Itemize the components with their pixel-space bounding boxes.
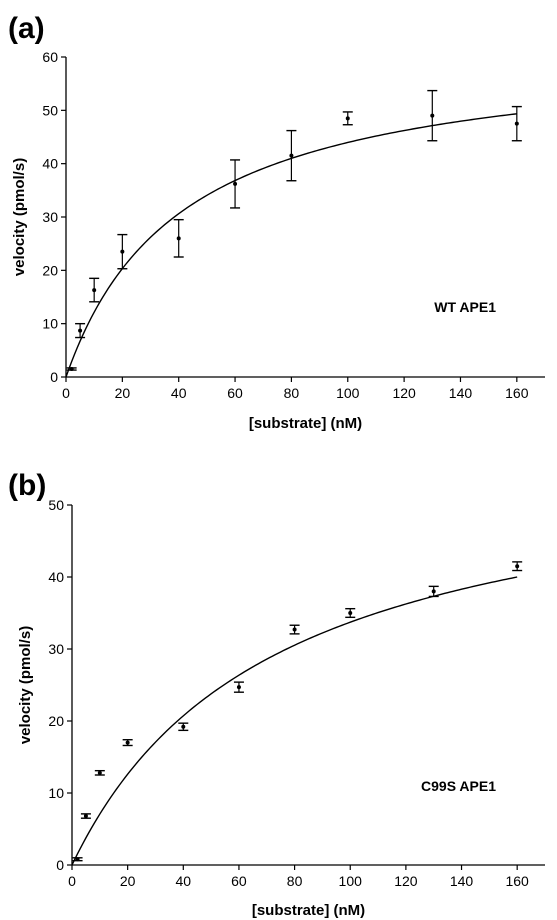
data-point <box>75 857 80 862</box>
data-point <box>125 740 130 745</box>
y-tick-label: 30 <box>42 209 58 225</box>
y-tick-label: 0 <box>56 857 64 873</box>
x-tick-label: 0 <box>68 873 76 889</box>
chart-panel-a: (a) 0 10 20 30 40 50 60 0 20 40 60 80 100 120 140 160 [su… <box>8 12 545 432</box>
y-axis-title: velocity (pmol/s) <box>17 626 34 744</box>
y-tick-label: 10 <box>42 316 58 332</box>
x-tick-label: 160 <box>505 385 529 401</box>
y-tick-label: 50 <box>48 497 64 513</box>
x-tick-label: 140 <box>450 873 474 889</box>
x-tick-label: 40 <box>176 873 192 889</box>
y-tick-label: 40 <box>48 569 64 585</box>
data-point <box>97 770 102 775</box>
data-point <box>69 367 74 371</box>
data-point <box>78 328 83 333</box>
x-tick-label: 100 <box>339 873 363 889</box>
data-point <box>514 121 519 126</box>
panel-label: (b) <box>8 469 46 502</box>
x-tick-label: 20 <box>120 873 136 889</box>
y-tick-label: 50 <box>42 102 58 118</box>
y-axis-title: velocity (pmol/s) <box>11 158 28 276</box>
x-tick-label: 120 <box>392 385 416 401</box>
data-point <box>292 627 297 632</box>
x-axis-title: [substrate] (nM) <box>252 902 365 919</box>
data-point <box>430 113 435 118</box>
x-tick-label: 80 <box>284 385 300 401</box>
data-point <box>345 116 350 121</box>
data-point <box>176 236 181 241</box>
data-point <box>83 814 88 819</box>
data-point <box>181 724 186 729</box>
chart-panel-b: (b) 0 10 20 30 40 50 0 20 40 60 80 100 120 140 160 [subs… <box>8 469 545 919</box>
y-tick-label: 30 <box>48 641 64 657</box>
fit-curve <box>71 576 518 866</box>
panel-label: (a) <box>8 12 45 45</box>
x-tick-label: 0 <box>62 385 70 401</box>
y-tick-label: 20 <box>42 262 58 278</box>
data-point <box>120 249 125 254</box>
data-point <box>289 153 294 158</box>
data-point <box>348 611 353 615</box>
y-tick-label: 60 <box>42 49 58 65</box>
y-tick-label: 40 <box>42 156 58 172</box>
x-tick-label: 60 <box>227 385 243 401</box>
x-tick-label: 140 <box>449 385 473 401</box>
x-tick-label: 160 <box>505 873 529 889</box>
y-tick-label: 20 <box>48 713 64 729</box>
y-tick-label: 10 <box>48 785 64 801</box>
series-annotation: WT APE1 <box>434 299 496 315</box>
x-tick-label: 40 <box>171 385 187 401</box>
data-point <box>515 564 520 569</box>
x-tick-label: 120 <box>394 873 418 889</box>
data-point <box>92 288 97 293</box>
data-point <box>236 685 241 690</box>
x-tick-label: 60 <box>231 873 247 889</box>
data-point <box>431 589 436 594</box>
x-tick-label: 20 <box>115 385 131 401</box>
x-tick-label: 80 <box>287 873 303 889</box>
x-axis-title: [substrate] (nM) <box>249 415 362 432</box>
y-tick-label: 0 <box>50 369 58 385</box>
data-point <box>233 181 238 186</box>
series-annotation: C99S APE1 <box>421 778 496 794</box>
x-tick-label: 100 <box>336 385 360 401</box>
